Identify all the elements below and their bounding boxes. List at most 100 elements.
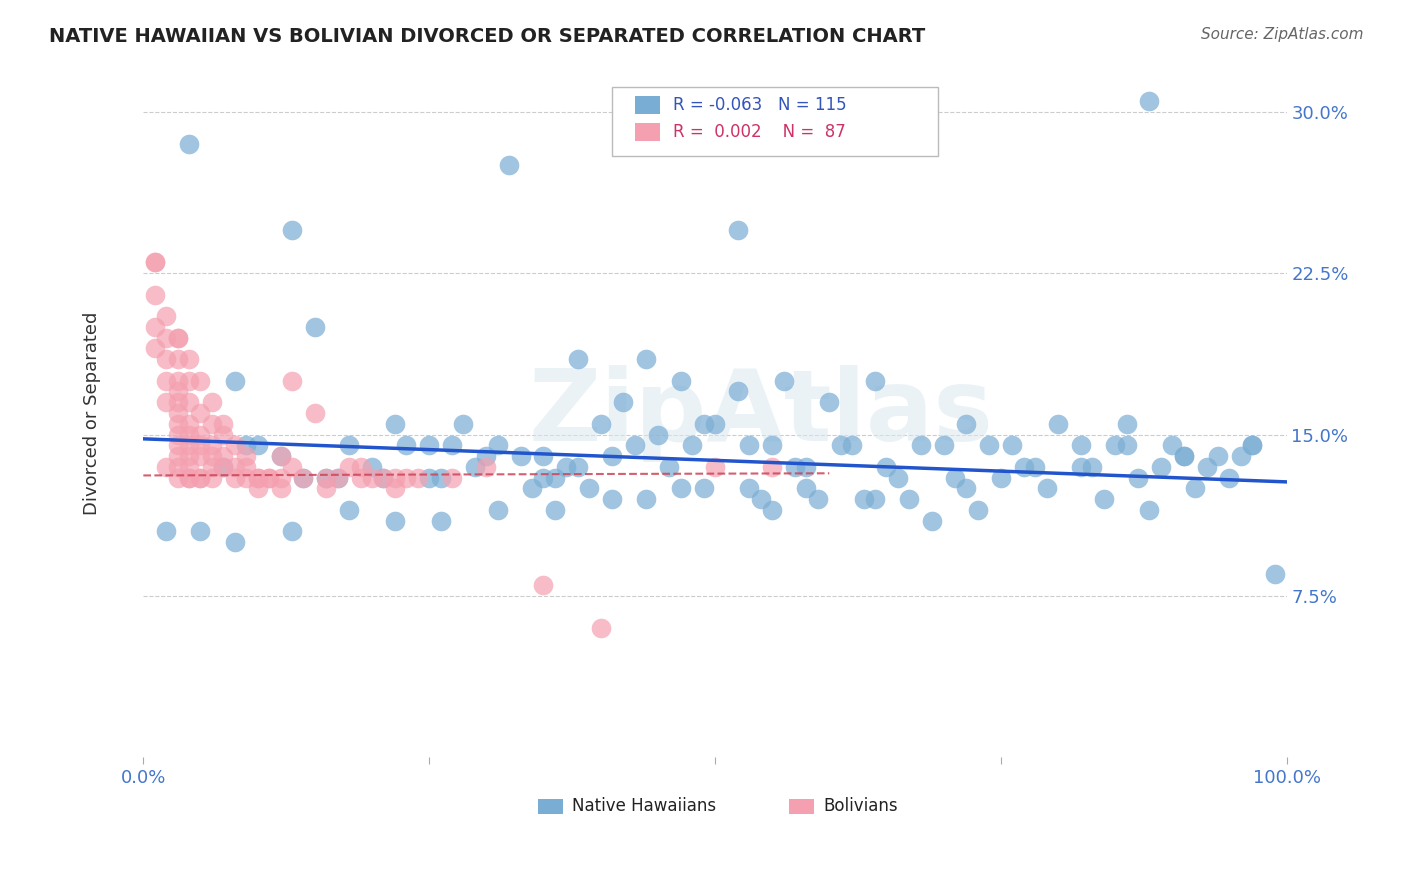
Text: R = -0.063   N = 115: R = -0.063 N = 115 [672,96,846,114]
Point [647,427,669,442]
Point [486,503,509,517]
Point [1137,503,1160,517]
Point [212,449,235,463]
Point [155,374,177,388]
Point [190,524,212,539]
Point [292,470,315,484]
Point [612,395,634,409]
Point [772,374,794,388]
Point [143,255,166,269]
Point [533,470,555,484]
Point [943,470,966,484]
Point [155,524,177,539]
Point [1035,481,1057,495]
Point [201,470,224,484]
Point [337,503,360,517]
Text: Source: ZipAtlas.com: Source: ZipAtlas.com [1201,27,1364,42]
Point [190,374,212,388]
Text: Divorced or Separated: Divorced or Separated [83,311,101,515]
Point [1092,492,1115,507]
Point [429,470,451,484]
Point [544,503,567,517]
Point [177,374,200,388]
Point [761,503,783,517]
Point [384,417,406,431]
Point [429,514,451,528]
Point [155,309,177,323]
Point [201,449,224,463]
Point [143,255,166,269]
Point [1173,449,1195,463]
Point [1137,94,1160,108]
Point [177,417,200,431]
Point [190,449,212,463]
Point [738,481,761,495]
Point [1264,567,1286,582]
Point [589,621,612,635]
Point [1070,459,1092,474]
Point [155,459,177,474]
Point [990,470,1012,484]
Point [796,481,818,495]
Point [304,319,326,334]
Point [418,470,440,484]
FancyBboxPatch shape [537,799,562,814]
Point [201,395,224,409]
Point [235,459,257,474]
Point [818,395,841,409]
Point [212,427,235,442]
Point [190,470,212,484]
Point [567,459,589,474]
Point [315,470,337,484]
Point [681,438,703,452]
Point [349,459,371,474]
Point [395,470,418,484]
Point [177,395,200,409]
Point [143,319,166,334]
Point [177,459,200,474]
Point [453,417,475,431]
Point [177,438,200,452]
Point [166,331,188,345]
Point [166,384,188,399]
Point [1206,449,1229,463]
Point [166,449,188,463]
Point [166,406,188,420]
Point [624,438,647,452]
Point [315,470,337,484]
Point [636,352,658,367]
Point [1161,438,1184,452]
Point [1241,438,1264,452]
Point [326,470,349,484]
Point [246,470,269,484]
Point [738,438,761,452]
Point [1150,459,1173,474]
Point [326,470,349,484]
Point [235,438,257,452]
Point [270,449,292,463]
Point [177,136,200,151]
Point [669,481,692,495]
FancyBboxPatch shape [636,123,659,142]
Point [201,417,224,431]
Point [315,481,337,495]
Point [155,395,177,409]
Point [692,481,714,495]
Point [384,481,406,495]
Point [190,438,212,452]
Point [440,470,463,484]
Point [166,459,188,474]
Point [190,406,212,420]
Point [166,352,188,367]
Text: R =  0.002    N =  87: R = 0.002 N = 87 [672,123,845,142]
Point [932,438,955,452]
Point [464,459,486,474]
Point [1184,481,1206,495]
Point [533,578,555,592]
Point [166,427,188,442]
Point [589,417,612,431]
Point [830,438,852,452]
Point [1104,438,1126,452]
Text: Native Hawaiians: Native Hawaiians [572,797,716,814]
Point [1173,449,1195,463]
